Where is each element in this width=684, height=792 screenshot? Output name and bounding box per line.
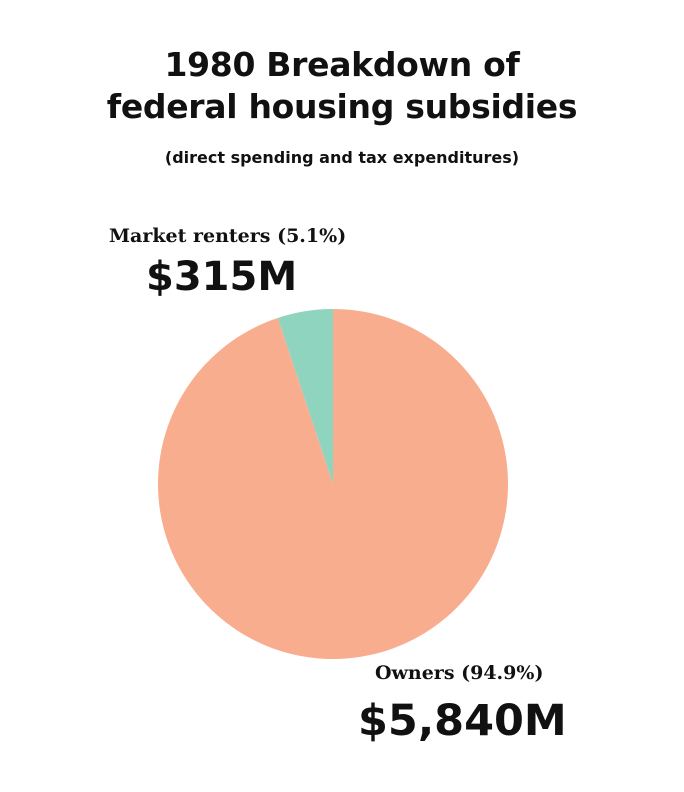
slice-value-market-renters: $315M <box>146 254 298 300</box>
slice-label-owners: Owners (94.9%) <box>375 662 544 684</box>
pie-slice-market-renters <box>277 309 333 484</box>
chart-title-line-2: federal housing subsidies <box>106 87 578 126</box>
pie-slice-owners <box>158 309 509 659</box>
slice-value-owners: $5,840M <box>358 696 567 746</box>
slice-label-market-renters: Market renters (5.1%) <box>109 225 347 247</box>
chart-title: 1980 Breakdown of federal housing subsid… <box>0 44 684 128</box>
chart-subtitle: (direct spending and tax expenditures) <box>164 148 520 167</box>
chart-title-line-1: 1980 Breakdown of <box>164 45 520 84</box>
